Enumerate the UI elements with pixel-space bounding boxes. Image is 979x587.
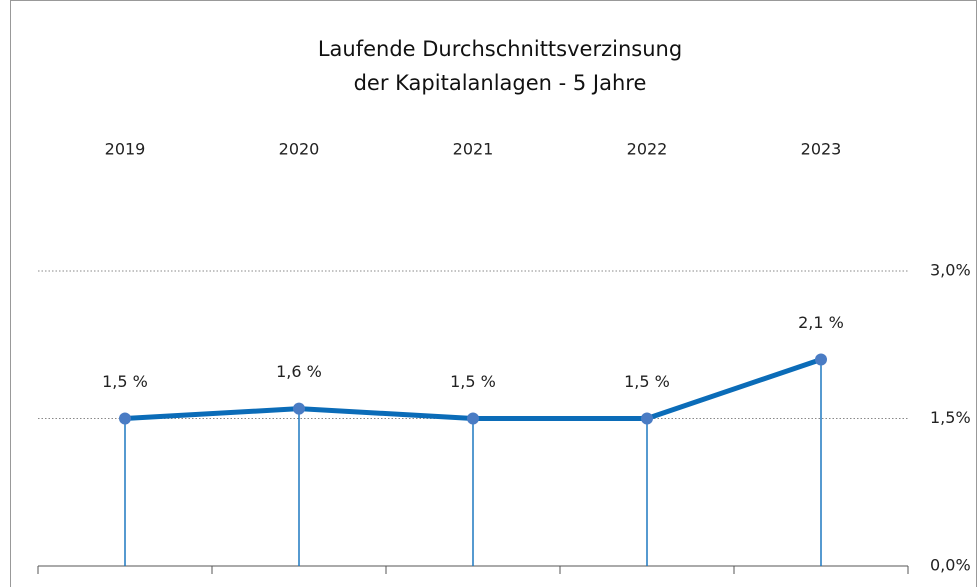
data-point xyxy=(467,412,479,425)
data-label: 2,1 % xyxy=(798,313,844,332)
data-point xyxy=(815,353,827,366)
data-label: 1,5 % xyxy=(624,372,670,391)
chart-title: der Kapitalanlagen - 5 Jahre xyxy=(354,71,647,95)
data-label: 1,5 % xyxy=(450,372,496,391)
x-tick-label: 2023 xyxy=(801,140,842,159)
x-tick-label: 2021 xyxy=(453,140,494,159)
data-point xyxy=(119,412,131,425)
data-label: 1,6 % xyxy=(276,362,322,381)
y-tick-label: 3,0% xyxy=(930,261,971,280)
chart-title: Laufende Durchschnittsverzinsung xyxy=(318,37,682,61)
y-tick-label: 0,0% xyxy=(930,556,971,575)
x-tick-label: 2020 xyxy=(279,140,320,159)
data-point xyxy=(641,412,653,425)
x-tick-label: 2022 xyxy=(627,140,668,159)
chart-frame xyxy=(10,0,977,587)
y-tick-label: 1,5% xyxy=(930,408,971,427)
data-point xyxy=(293,402,305,415)
x-tick-label: 2019 xyxy=(105,140,146,159)
data-label: 1,5 % xyxy=(102,372,148,391)
